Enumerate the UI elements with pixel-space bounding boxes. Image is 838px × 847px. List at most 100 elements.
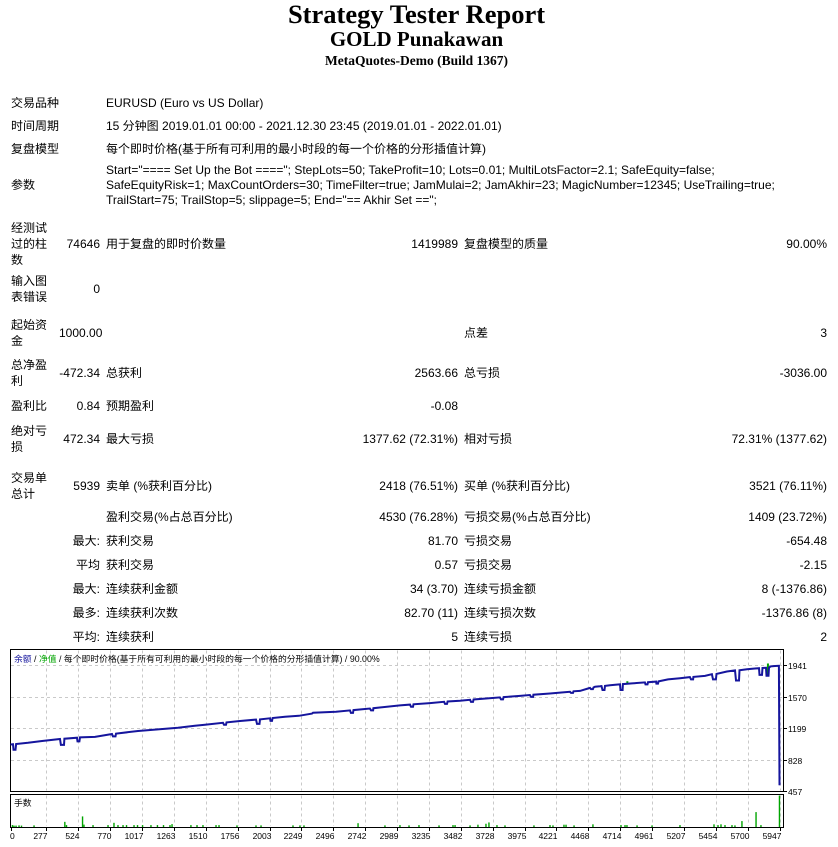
cell-value: 平均: — [72, 630, 100, 644]
cell-value: 3 — [820, 325, 827, 340]
table-row: 起始资金 1000.00 点差 3 — [8, 317, 830, 349]
x-axis-label: 1263 — [156, 831, 176, 841]
legend-separator: / — [56, 654, 64, 664]
balance-chart — [0, 645, 838, 847]
cell-value: 34 (3.70) — [409, 582, 458, 596]
table-row: 最大: 连续获利金额 34 (3.70) 连续亏损金额 8 (-1376.86) — [8, 577, 830, 601]
row-label: 交易品种 — [11, 95, 60, 110]
x-axis-label: 2496 — [315, 831, 335, 841]
cell-value: -654.48 — [786, 534, 827, 548]
report-title: Strategy Tester Report — [287, 0, 546, 29]
chart-legend: 余额 / 净值 / 每个即时价格(基于所有可利用的最小时段的每一个价格的分形插值… — [14, 654, 380, 665]
cell-value: -1376.86 (8) — [761, 606, 827, 620]
cell-label: 经测试过的柱数 — [11, 220, 48, 267]
cell-label: 亏损交易(%占总百分比) — [464, 510, 591, 524]
cell-label: 起始资金 — [11, 317, 48, 348]
x-axis-label: 3975 — [507, 831, 527, 841]
legend-quality: 90.00% — [349, 654, 380, 664]
cell-label: 绝对亏损 — [11, 424, 48, 454]
cell-value: 82.70 (11) — [404, 606, 458, 620]
x-axis-label: 277 — [33, 831, 48, 841]
legend-equity-label: 净值 — [38, 654, 57, 664]
x-axis-label: 2003 — [252, 831, 272, 841]
cell-value: 81.70 — [427, 534, 458, 548]
cell-label: 最大亏损 — [106, 432, 155, 446]
x-axis-label: 2989 — [379, 831, 399, 841]
x-axis-label: 5947 — [762, 831, 782, 841]
cell-label: 买单 (%获利百分比) — [464, 479, 570, 493]
cell-label: 用于复盘的即时价数量 — [106, 236, 227, 251]
cell-value: 4530 (76.28%) — [379, 510, 458, 524]
cell-value: 1419989 — [411, 236, 458, 251]
table-row: 交易品种 EURUSD (Euro vs US Dollar) — [8, 91, 830, 115]
legend-separator: / — [31, 654, 39, 664]
server-build: MetaQuotes-Demo (Build 1367) — [325, 53, 508, 68]
cell-label: 连续亏损金额 — [464, 582, 537, 596]
cell-value: -3036.00 — [779, 365, 827, 380]
legend-model-note: 每个即时价格(基于所有可利用的最小时段的每一个价格的分形插值计算) — [63, 654, 343, 664]
x-axis-label: 3235 — [411, 831, 431, 841]
cell-value: 最大: — [72, 534, 100, 548]
cell-label: 盈利交易(%占总百分比) — [106, 510, 233, 524]
cell-label: 相对亏损 — [464, 432, 513, 446]
cell-label: 亏损交易 — [464, 534, 513, 548]
cell-label: 复盘模型的质量 — [464, 236, 549, 251]
cell-label: 预期盈利 — [106, 398, 155, 413]
cell-label: 连续获利次数 — [106, 606, 179, 620]
table-row: 输入图表错误 0 — [8, 273, 830, 305]
balance-chart-canvas — [10, 649, 787, 831]
cell-value: -0.08 — [430, 398, 458, 413]
cell-value: 3521 (76.11%) — [749, 479, 827, 493]
y-axis-label: 828 — [788, 755, 803, 766]
cell-value: 最大: — [72, 582, 100, 596]
cell-label: 连续获利 — [106, 630, 155, 644]
cell-value: 472.34 — [63, 432, 100, 446]
x-axis-label: 1756 — [220, 831, 240, 841]
row-value: EURUSD (Euro vs US Dollar) — [106, 95, 264, 110]
cell-label: 获利交易 — [106, 558, 155, 572]
cell-label: 连续获利金额 — [106, 582, 179, 596]
x-axis-label: 5454 — [698, 831, 718, 841]
table-row: 盈利交易(%占总百分比) 4530 (76.28%) 亏损交易(%占总百分比) 140… — [8, 505, 830, 529]
table-row: 复盘模型 每个即时价格(基于所有可利用的最小时段的每一个价格的分形插值计算) — [8, 137, 830, 161]
cell-value: 74646 — [66, 236, 100, 251]
table-row: 时间周期 15 分钟图 2019.01.01 00:00 - 2021.12.30… — [8, 114, 830, 138]
cell-label: 获利交易 — [106, 534, 155, 548]
y-axis-label: 457 — [788, 786, 803, 797]
x-axis-label: 5207 — [666, 831, 686, 841]
expert-name: GOLD Punakawan — [329, 27, 504, 51]
cell-value: 1409 (23.72%) — [748, 510, 827, 524]
x-axis-label: 1510 — [188, 831, 208, 841]
cell-label: 输入图表错误 — [11, 274, 48, 304]
cell-label: 盈利比 — [11, 398, 48, 413]
lots-axis-title: 手数 — [14, 798, 32, 808]
y-axis-label: 1570 — [788, 692, 807, 703]
x-axis-label: 2249 — [283, 831, 303, 841]
row-value: Start="==== Set Up the Bot ===="; StepLo… — [106, 162, 775, 207]
lots-plot-frame — [10, 794, 784, 828]
y-axis-label: 1199 — [788, 723, 807, 734]
cell-label: 点差 — [464, 325, 489, 340]
x-axis-label: 770 — [97, 831, 112, 841]
x-axis-label: 524 — [65, 831, 80, 841]
table-row: 平均: 连续获利 5 连续亏损 2 — [8, 625, 830, 649]
cell-value: 0.84 — [76, 398, 100, 413]
cell-value: 2418 (76.51%) — [379, 479, 458, 493]
cell-value: 90.00% — [786, 236, 827, 251]
cell-value: 最多: — [72, 606, 100, 620]
row-value: 15 分钟图 2019.01.01 00:00 - 2021.12.30 23:… — [106, 118, 502, 133]
x-axis-label: 3482 — [443, 831, 463, 841]
cell-value: 2 — [820, 630, 827, 644]
x-axis-label: 4961 — [634, 831, 654, 841]
x-axis-label: 5700 — [730, 831, 750, 841]
table-row: 最多: 连续获利次数 82.70 (11) 连续亏损次数 -1376.86 (8) — [8, 601, 830, 625]
cell-label: 连续亏损次数 — [464, 606, 537, 620]
cell-value: 5 — [451, 630, 458, 644]
cell-value: 5939 — [73, 479, 100, 493]
row-label: 复盘模型 — [11, 142, 60, 157]
cell-label: 连续亏损 — [464, 630, 513, 644]
cell-label: 总亏损 — [464, 365, 501, 380]
table-row: 平均 获利交易 0.57 亏损交易 -2.15 — [8, 553, 830, 577]
cell-value: 8 (-1376.86) — [761, 582, 827, 596]
